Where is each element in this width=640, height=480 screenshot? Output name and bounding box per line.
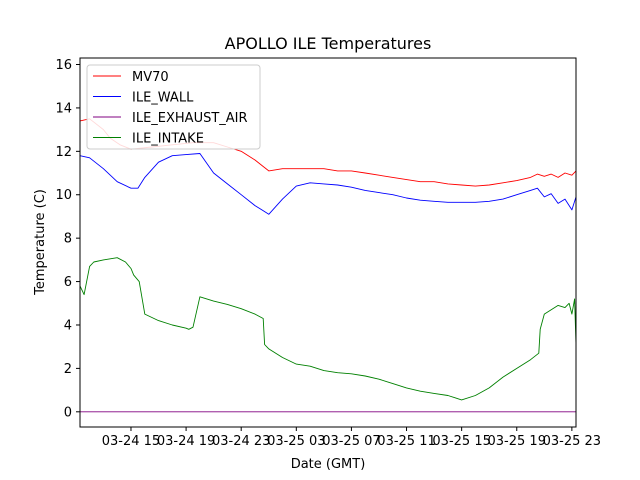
x-tick-label: 03-24 23 [212, 434, 270, 449]
legend-label-ile-wall: ILE_WALL [132, 91, 194, 106]
legend-box [86, 64, 261, 150]
x-tick-label: 03-24 15 [102, 434, 160, 449]
legend-label-mv70: MV70 [132, 70, 169, 85]
legend-label-ile-intake: ILE_INTAKE [132, 132, 204, 147]
plot-frame [79, 57, 577, 428]
y-tick-label: 10 [55, 188, 72, 203]
y-tick-label: 4 [64, 318, 72, 333]
legend: MV70 ILE_WALL ILE_EXHAUST_AIR ILE_INTAKE [86, 64, 261, 150]
x-tick-label: 03-25 19 [488, 434, 546, 449]
series-line-ile-intake [79, 257, 577, 401]
y-tick-label: 16 [55, 58, 72, 73]
y-tick-label: 0 [64, 405, 72, 420]
y-tick-label: 6 [64, 275, 72, 290]
y-tick-label: 14 [55, 101, 72, 116]
x-tick-label: 03-24 19 [157, 434, 215, 449]
legend-label-ile-exhaust-air: ILE_EXHAUST_AIR [132, 111, 248, 126]
y-tick-label: 2 [64, 362, 72, 377]
x-tick-label: 03-25 03 [267, 434, 325, 449]
x-tick-label: 03-25 23 [543, 434, 601, 449]
x-axis-label: Date (GMT) [291, 457, 366, 472]
y-tick-label: 12 [55, 145, 72, 160]
y-axis-label: Temperature (C) [33, 189, 48, 296]
y-axis-ticks: 0 2 4 6 8 10 12 14 16 [55, 58, 80, 420]
y-tick-label: 8 [64, 232, 72, 247]
chart-title: APOLLO ILE Temperatures [225, 34, 432, 53]
series-line-ile-wall [79, 153, 577, 215]
x-tick-label: 03-25 15 [432, 434, 490, 449]
x-tick-label: 03-25 07 [322, 434, 380, 449]
x-tick-label: 03-25 11 [377, 434, 435, 449]
